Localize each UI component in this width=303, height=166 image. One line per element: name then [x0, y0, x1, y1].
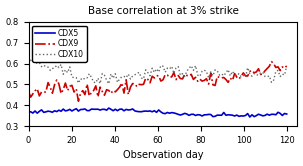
CDX9 [207, 83, 210, 85]
CDX9 [233, 73, 236, 75]
Title: Base correlation at 3% strike: Base correlation at 3% strike [88, 5, 238, 16]
CDX10 [209, 71, 213, 73]
CDX5 [281, 115, 284, 117]
CDX10 [281, 73, 284, 75]
CDX9 [98, 86, 102, 88]
CDX9 [172, 72, 176, 74]
X-axis label: Observation day: Observation day [123, 150, 203, 161]
CDX10 [83, 77, 87, 79]
CDX9 [281, 66, 284, 68]
CDX10 [107, 83, 111, 85]
CDX5 [96, 108, 100, 110]
CDX5 [248, 116, 251, 118]
CDX9 [270, 61, 273, 63]
CDX10 [31, 57, 35, 59]
CDX9 [27, 91, 30, 93]
CDX5 [207, 113, 210, 115]
CDX5 [107, 107, 111, 109]
CDX5 [285, 113, 288, 115]
CDX9 [77, 100, 80, 102]
CDX10 [285, 65, 288, 67]
CDX10 [174, 67, 178, 69]
CDX10 [235, 75, 238, 77]
CDX5 [233, 115, 236, 117]
CDX5 [27, 111, 30, 113]
CDX10 [27, 63, 30, 65]
CDX9 [83, 94, 87, 96]
CDX10 [98, 83, 102, 85]
CDX5 [172, 112, 176, 114]
Line: CDX5: CDX5 [28, 108, 287, 117]
Legend: CDX5, CDX9, CDX10: CDX5, CDX9, CDX10 [32, 26, 87, 62]
CDX9 [285, 65, 288, 67]
CDX5 [81, 108, 85, 110]
Line: CDX9: CDX9 [28, 62, 287, 101]
Line: CDX10: CDX10 [28, 58, 287, 84]
